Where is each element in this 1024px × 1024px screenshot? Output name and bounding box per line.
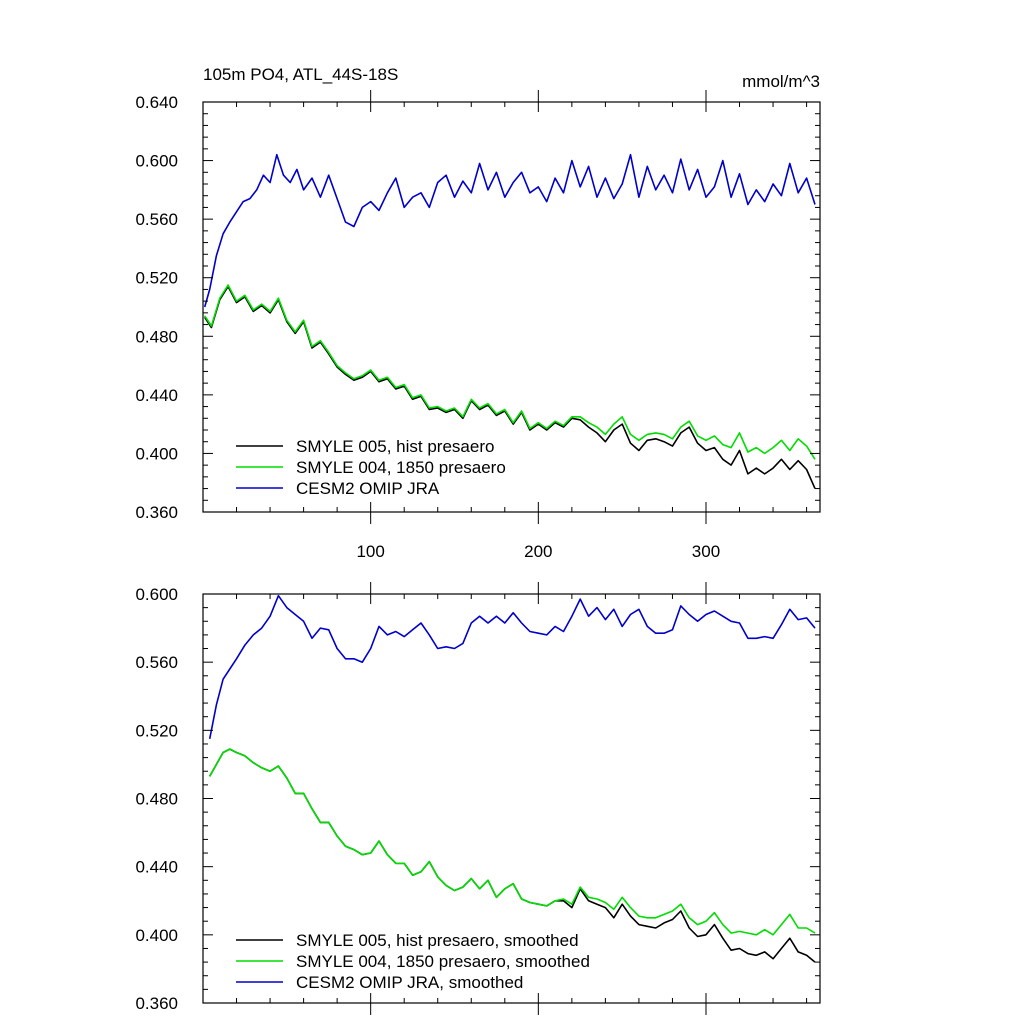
y-tick-label: 0.440 [135, 858, 178, 877]
chart-units: mmol/m^3 [742, 72, 820, 91]
y-tick-label: 0.600 [135, 585, 178, 604]
legend-entry: SMYLE 004, 1850 presaero [296, 458, 506, 477]
x-tick-label: 300 [692, 542, 720, 561]
y-tick-label: 0.440 [135, 386, 178, 405]
series-line-1-1 [209, 748, 816, 936]
series-line-1-2 [208, 594, 816, 740]
y-tick-label: 0.560 [135, 210, 178, 229]
y-tick-label: 0.520 [135, 721, 178, 740]
y-tick-label: 0.360 [135, 503, 178, 522]
series-line-0-1 [204, 284, 816, 460]
y-tick-label: 0.560 [135, 653, 178, 672]
chart-title: 105m PO4, ATL_44S-18S [203, 65, 398, 84]
legend-entry: SMYLE 005, hist presaero, smoothed [296, 931, 579, 950]
legend-entry: SMYLE 005, hist presaero [296, 437, 494, 456]
bottom-panel: 0.360 0.400 0.440 0.480 0.520 0.560 0.600 SMYLE… [135, 582, 821, 1015]
x-tick-label: 200 [524, 542, 552, 561]
legend-entry: CESM2 OMIP JRA [296, 479, 440, 498]
y-tick-label: 0.400 [135, 926, 178, 945]
legend-entry: SMYLE 004, 1850 presaero, smoothed [296, 952, 590, 971]
y-tick-label: 0.600 [135, 152, 178, 171]
x-tick-label: 100 [356, 542, 384, 561]
series-line-0-2 [203, 153, 816, 308]
legend-entry: CESM2 OMIP JRA, smoothed [296, 973, 523, 992]
y-tick-label: 0.640 [135, 93, 178, 112]
top-panel: 0.360 0.400 0.440 0.480 0.520 0.560 0.600 0.640… [135, 90, 821, 561]
y-tick-label: 0.360 [135, 994, 178, 1013]
y-tick-label: 0.480 [135, 327, 178, 346]
y-tick-label: 0.520 [135, 269, 178, 288]
y-tick-label: 0.480 [135, 790, 178, 809]
y-tick-label: 0.400 [135, 444, 178, 463]
plot-frame [202, 101, 821, 513]
